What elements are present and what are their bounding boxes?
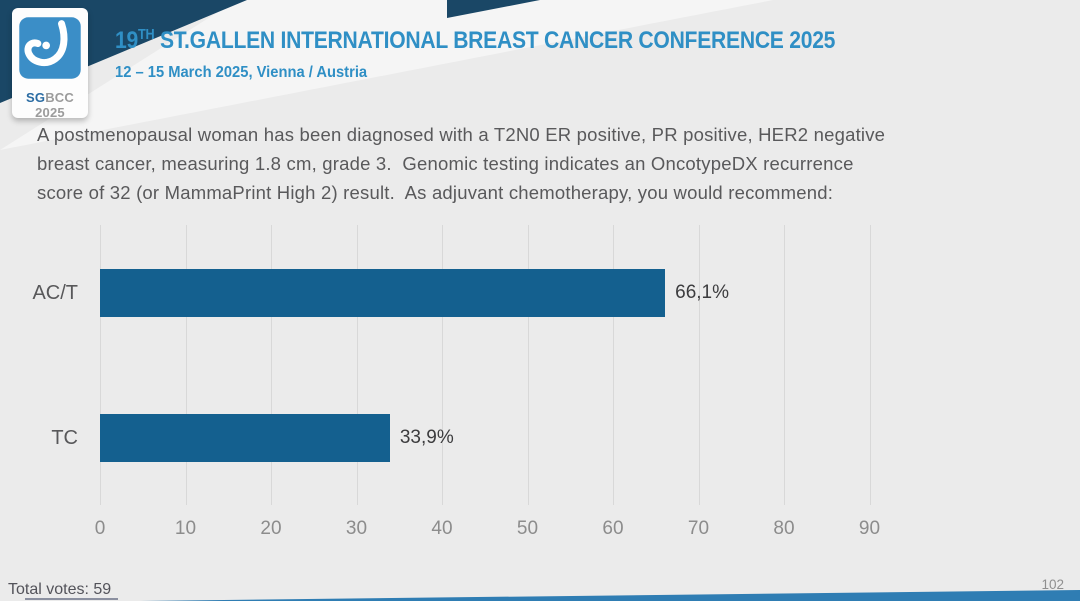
logo-brand-bold: SG <box>26 90 46 105</box>
logo-brand-text: SGBCC 2025 <box>12 90 88 120</box>
x-tick-label-40: 40 <box>431 518 453 539</box>
x-tick-label-70: 70 <box>687 518 710 539</box>
x-tick-label-20: 20 <box>260 518 282 539</box>
title-rest: ST.GALLEN INTERNATIONAL BREAST CANCER CO… <box>154 27 836 54</box>
x-tick-label-50: 50 <box>516 518 539 539</box>
logo-brand-rest: BCC 2025 <box>35 90 74 120</box>
gridline-50 <box>527 225 529 505</box>
conference-title: 19TH ST.GALLEN INTERNATIONAL BREAST CANC… <box>115 27 835 55</box>
bar-chart-plot: 0 10 20 30 40 50 60 70 80 90 AC/T 66,1% TC 33,9% <box>32 225 1060 539</box>
gridline-10 <box>185 225 187 505</box>
conference-subtitle: 12 – 15 March 2025, Vienna / Austria <box>115 64 368 81</box>
bar-tc <box>100 414 390 462</box>
bar-category-label: TC <box>51 427 78 449</box>
x-tick-label-80: 80 <box>773 518 795 539</box>
question-line-3: score of 32 (or MammaPrint High 2) resul… <box>37 182 834 203</box>
bar-ac-t <box>100 269 666 317</box>
gridline-60 <box>613 225 614 505</box>
bar-value-label: 33,9% <box>399 427 454 448</box>
gridline-70 <box>698 225 700 505</box>
slide-page-number: 102 <box>1041 577 1064 592</box>
x-tick-label-10: 10 <box>174 518 197 539</box>
gridline-0 <box>100 225 101 505</box>
bar-value-label: 66,1% <box>675 282 730 303</box>
conference-logo-card: SGBCC 2025 <box>12 8 88 120</box>
gridline-80 <box>784 225 785 505</box>
x-tick-label-0: 0 <box>94 518 106 539</box>
title-number: 19 <box>115 27 138 54</box>
x-tick-label-90: 90 <box>858 518 881 539</box>
x-tick-label-30: 30 <box>345 518 368 539</box>
title-ordinal: TH <box>137 27 155 43</box>
question-line-2: breast cancer, measuring 1.8 cm, grade 3… <box>37 153 854 174</box>
x-tick-label-60: 60 <box>602 518 624 539</box>
gridline-30 <box>356 225 358 505</box>
poll-question: A postmenopausal woman has been diagnose… <box>37 120 885 207</box>
gridline-40 <box>442 225 443 505</box>
total-votes-label: Total votes: 59 <box>8 581 112 598</box>
gridline-90 <box>869 225 871 505</box>
question-line-1: A postmenopausal woman has been diagnose… <box>37 124 886 145</box>
bar-category-label: AC/T <box>32 282 78 304</box>
total-votes-underline <box>25 598 118 600</box>
gridline-20 <box>271 225 272 505</box>
sgbcc-breast-icon <box>19 17 81 79</box>
